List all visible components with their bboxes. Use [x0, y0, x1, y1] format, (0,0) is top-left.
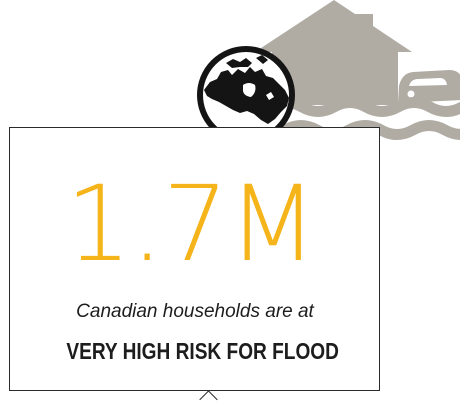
flood-illustration	[197, 0, 460, 144]
stat-emphasis: VERY HIGH RISK FOR FLOOD	[66, 338, 339, 364]
stat-subtitle: Canadian households are at	[76, 301, 314, 322]
stat-card	[9, 127, 380, 391]
flooded-house-icon	[255, 0, 412, 105]
canada-map-icon	[197, 46, 295, 144]
flooded-car-icon	[398, 70, 460, 103]
stat-number: 1.7M	[65, 163, 317, 285]
